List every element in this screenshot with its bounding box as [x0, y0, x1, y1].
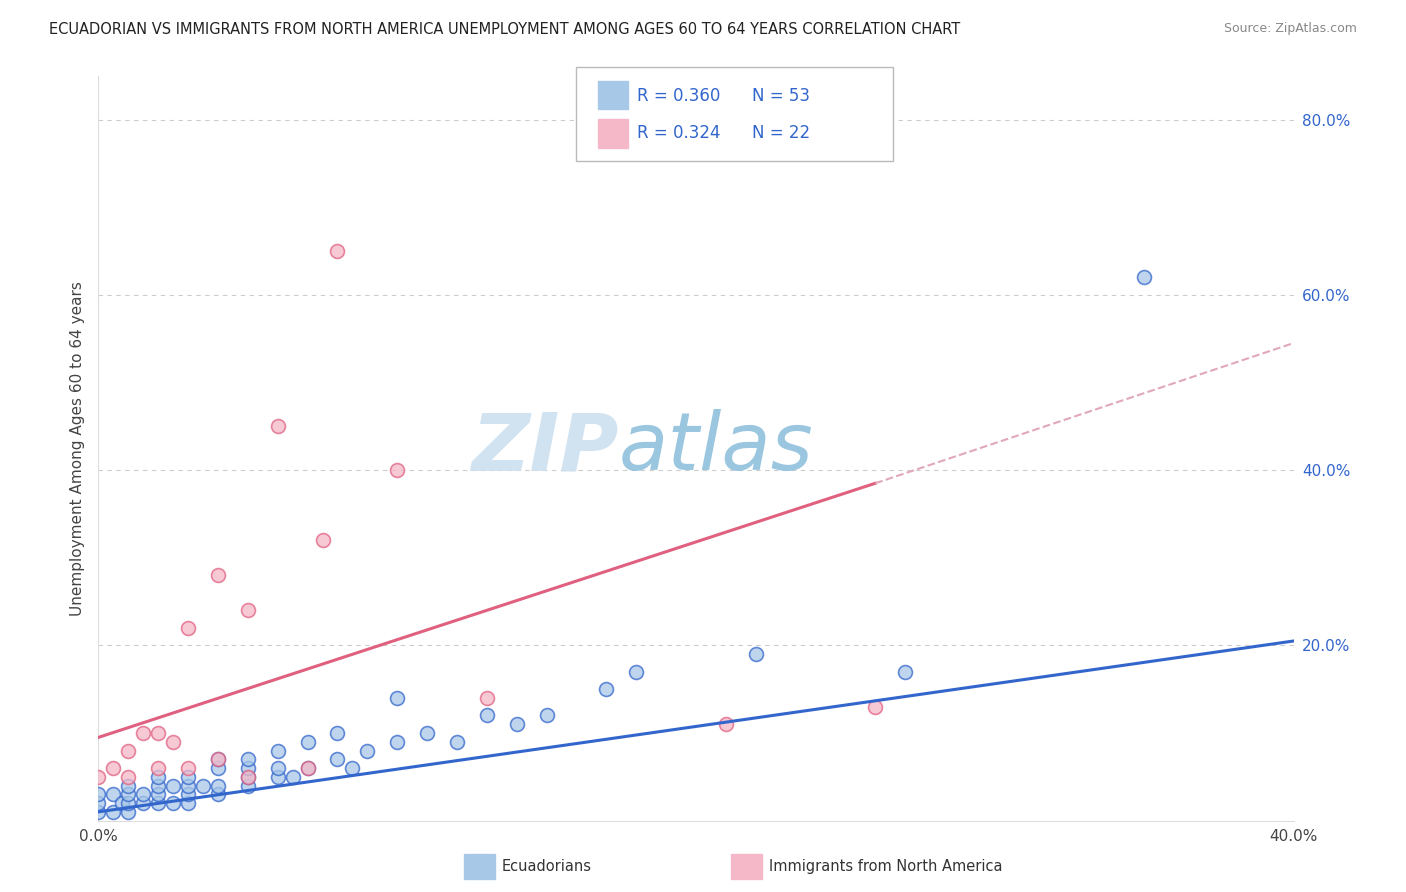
Point [207, 752, 229, 766]
Text: ECUADORIAN VS IMMIGRANTS FROM NORTH AMERICA UNEMPLOYMENT AMONG AGES 60 TO 64 YEA: ECUADORIAN VS IMMIGRANTS FROM NORTH AMER… [49, 22, 960, 37]
Text: R = 0.324: R = 0.324 [637, 124, 720, 142]
Point [87, 770, 110, 784]
Point [117, 770, 139, 784]
Point [117, 743, 139, 757]
Point [177, 770, 200, 784]
Point [326, 244, 349, 258]
Text: ZIP: ZIP [471, 409, 619, 487]
Point [1133, 270, 1156, 285]
Point [267, 419, 290, 434]
Point [148, 726, 170, 740]
Point [103, 788, 125, 802]
Point [865, 699, 887, 714]
Point [117, 805, 139, 819]
Point [236, 603, 259, 617]
Point [117, 788, 139, 802]
Point [236, 761, 259, 775]
Point [446, 735, 468, 749]
Point [626, 665, 648, 679]
Point [236, 779, 259, 793]
Text: Immigrants from North America: Immigrants from North America [769, 859, 1002, 873]
Point [267, 761, 290, 775]
Point [132, 788, 155, 802]
Point [475, 708, 498, 723]
Point [207, 788, 229, 802]
Point [177, 788, 200, 802]
Text: N = 53: N = 53 [752, 87, 810, 105]
Point [297, 761, 319, 775]
Point [342, 761, 364, 775]
Point [385, 463, 409, 477]
Point [281, 770, 304, 784]
Point [297, 761, 319, 775]
Point [267, 770, 290, 784]
Point [236, 770, 259, 784]
Point [132, 796, 155, 810]
Point [536, 708, 558, 723]
Text: N = 22: N = 22 [752, 124, 810, 142]
Point [148, 779, 170, 793]
Point [117, 779, 139, 793]
Text: Ecuadorians: Ecuadorians [502, 859, 592, 873]
Point [236, 770, 259, 784]
Text: Source: ZipAtlas.com: Source: ZipAtlas.com [1223, 22, 1357, 36]
Point [326, 726, 349, 740]
Point [385, 735, 409, 749]
Point [87, 805, 110, 819]
Point [475, 690, 498, 705]
Point [326, 752, 349, 766]
Point [207, 568, 229, 582]
Point [103, 805, 125, 819]
Text: R = 0.360: R = 0.360 [637, 87, 720, 105]
Point [148, 788, 170, 802]
Point [297, 735, 319, 749]
Point [745, 647, 768, 661]
Point [506, 717, 529, 731]
Point [117, 796, 139, 810]
Point [207, 779, 229, 793]
Point [191, 779, 214, 793]
Y-axis label: Unemployment Among Ages 60 to 64 years: Unemployment Among Ages 60 to 64 years [69, 281, 84, 615]
Point [132, 726, 155, 740]
Point [177, 761, 200, 775]
Point [356, 743, 378, 757]
Text: atlas: atlas [619, 409, 813, 487]
Point [311, 533, 333, 548]
Point [87, 796, 110, 810]
Point [148, 761, 170, 775]
Point [162, 779, 184, 793]
Point [162, 735, 184, 749]
Point [236, 752, 259, 766]
Point [267, 743, 290, 757]
Point [87, 788, 110, 802]
Point [177, 796, 200, 810]
Point [162, 796, 184, 810]
Point [103, 761, 125, 775]
Point [595, 682, 617, 697]
Point [207, 761, 229, 775]
Point [894, 665, 917, 679]
Point [111, 796, 134, 810]
Point [385, 690, 409, 705]
Point [148, 796, 170, 810]
Point [148, 770, 170, 784]
Point [207, 752, 229, 766]
Point [177, 621, 200, 635]
Point [177, 779, 200, 793]
Point [416, 726, 439, 740]
Point [714, 717, 737, 731]
